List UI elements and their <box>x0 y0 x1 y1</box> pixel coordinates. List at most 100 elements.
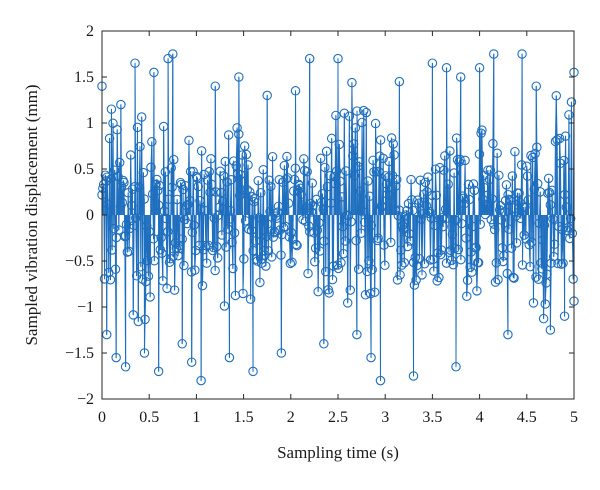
stem-marker <box>478 194 488 205</box>
stem-marker <box>556 259 567 269</box>
stem-marker <box>253 175 263 186</box>
stem-marker <box>407 205 418 216</box>
stem-marker <box>508 272 518 283</box>
stem-marker <box>500 206 510 217</box>
stem-marker <box>334 139 345 150</box>
stem-marker <box>190 245 201 256</box>
stem-marker <box>108 118 118 129</box>
stem-marker <box>268 232 279 242</box>
stem-marker <box>176 179 187 190</box>
stem-marker <box>441 63 452 73</box>
y-tick-label: −0.5 <box>65 253 94 270</box>
stem-marker <box>363 176 373 186</box>
stem-marker <box>546 258 556 268</box>
stem-marker <box>153 200 164 210</box>
stem-marker <box>543 173 554 184</box>
stem-marker <box>471 242 481 253</box>
stem-marker <box>391 181 401 191</box>
stem-marker <box>516 213 526 224</box>
stem-marker <box>267 151 278 162</box>
stem-marker <box>539 220 550 230</box>
stem-marker <box>142 255 153 266</box>
x-tick-label: 5 <box>570 409 578 426</box>
stem-marker <box>147 137 157 147</box>
stem-marker <box>438 221 448 232</box>
stem-marker <box>261 261 271 271</box>
stem-marker <box>399 258 410 268</box>
stem-marker <box>505 194 515 205</box>
stem-marker <box>131 271 142 281</box>
stem-marker <box>283 173 293 183</box>
stem-marker <box>417 270 427 280</box>
stem-marker <box>441 258 452 268</box>
stem-marker <box>126 200 137 211</box>
stem-marker <box>168 49 178 59</box>
stem-marker <box>503 329 513 340</box>
stem-marker <box>360 290 371 300</box>
stem-marker <box>391 174 402 185</box>
stem-marker <box>212 253 223 263</box>
stem-marker <box>228 156 239 166</box>
stem-marker <box>343 210 354 221</box>
stem-marker <box>517 49 527 59</box>
stem-marker <box>243 160 253 170</box>
stem-marker <box>538 313 549 324</box>
stem-marker <box>345 285 355 295</box>
stem-marker <box>199 169 209 180</box>
stem-marker <box>185 195 195 206</box>
stem-marker <box>346 216 356 227</box>
stem-marker <box>532 142 542 153</box>
stem-marker <box>469 185 480 196</box>
stem-marker <box>139 348 150 358</box>
stem-marker <box>324 288 334 298</box>
stem-marker <box>492 148 502 158</box>
stem-marker <box>104 133 115 144</box>
stem-marker <box>559 311 570 321</box>
stem-marker <box>395 270 405 280</box>
stem-marker <box>101 329 112 340</box>
stem-marker <box>359 105 369 116</box>
stem-marker <box>427 58 438 68</box>
stem-marker <box>223 130 234 140</box>
stem-marker <box>488 138 498 149</box>
stem-marker <box>265 206 275 217</box>
stem-marker <box>406 174 416 185</box>
stem-marker <box>299 154 309 164</box>
stem-marker <box>146 162 156 173</box>
stem-marker <box>496 215 507 225</box>
stem-marker <box>169 285 180 295</box>
stem-marker <box>453 244 464 255</box>
y-tick-label: 2 <box>86 23 94 40</box>
stem-marker <box>548 214 558 224</box>
stem-marker <box>493 274 503 285</box>
stem-marker <box>156 232 166 243</box>
stem-marker <box>331 110 341 121</box>
stem-marker <box>479 182 490 193</box>
stem-marker <box>135 141 145 152</box>
stem-marker <box>313 286 323 297</box>
stem-marker <box>381 179 392 189</box>
stem-marker <box>114 157 125 168</box>
stem-marker <box>451 362 461 372</box>
stem-marker <box>340 236 350 246</box>
stem-marker <box>545 200 556 210</box>
stem-marker <box>204 166 214 177</box>
stem-marker <box>564 110 574 120</box>
stem-marker <box>531 81 541 91</box>
stem-marker <box>319 339 329 349</box>
stem-marker <box>227 237 237 248</box>
stem-marker <box>485 165 496 175</box>
stem-marker <box>321 146 332 157</box>
stem-marker <box>448 259 459 270</box>
stem-marker <box>426 213 437 223</box>
stem-marker <box>306 207 317 217</box>
stem-marker <box>127 184 138 194</box>
stem-marker <box>163 226 173 237</box>
stem-marker <box>554 133 565 144</box>
stem-marker <box>111 352 121 363</box>
stem-marker <box>239 254 249 264</box>
stem-marker <box>145 292 155 302</box>
stem-marker <box>105 274 116 285</box>
stem-marker <box>188 166 198 177</box>
